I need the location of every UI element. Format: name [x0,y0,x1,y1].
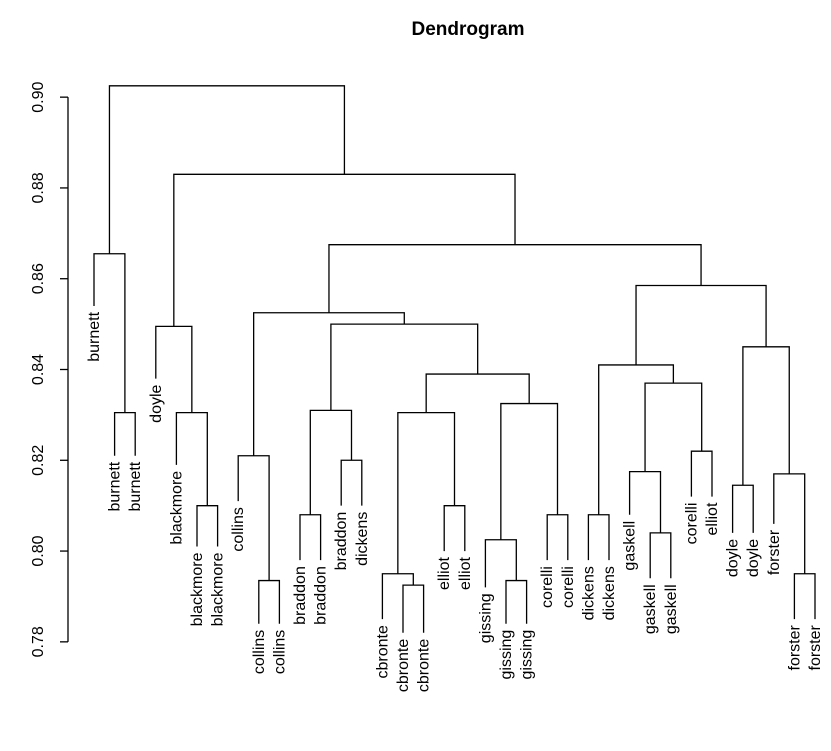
dendrogram-branch [425,373,530,413]
leaf-label: corelli [539,566,556,608]
leaf-label: forster [766,529,783,575]
leaf-label: gaskell [663,584,680,634]
dendrogram-branch [500,402,559,540]
leaf-label: blackmore [189,552,206,626]
dendrogram-branch [690,450,713,497]
dendrogram-branch [628,470,662,533]
leaf-label: collins [251,630,268,674]
y-tick-label: 0.82 [30,445,47,476]
dendrogram-branch [328,244,702,313]
leaf-label: braddon [313,566,330,625]
leaf-label: burnett [127,461,144,511]
dendrogram-links [93,85,816,633]
leaf-label: doyle [745,539,762,577]
leaf-label: elliot [457,557,474,590]
dendrogram-branch [793,573,816,620]
dendrogram-branch [173,173,516,327]
leaf-label: dickens [354,512,371,566]
dendrogram-branch [505,579,528,624]
leaf-label: cbronte [374,625,391,678]
leaf-label: braddon [292,566,309,625]
y-tick-label: 0.84 [30,354,47,385]
leaf-label: elliot [436,557,453,590]
dendrogram-branch [108,85,346,254]
leaf-label: doyle [725,539,742,577]
leaf-label: dickens [580,566,597,620]
leaf-label: elliot [704,502,721,535]
dendrogram-branch [587,514,610,561]
dendrogram-branch [258,579,281,624]
dendrogram-branch [381,573,414,620]
leaf-label: collins [230,507,247,551]
leaf-label: dickens [601,566,618,620]
dendrogram-branch [742,346,790,486]
dendrogram-branch [155,325,193,413]
leaf-label: gaskell [622,521,639,571]
leaf-label: burnett [107,461,124,511]
dendrogram-branch [397,411,456,574]
leaf-label: gissing [498,630,515,680]
leaf-label: gissing [477,593,494,643]
leaf-label: cbronte [416,639,433,692]
y-tick-label: 0.86 [30,263,47,294]
dendrogram-branch [402,584,425,633]
y-tick-label: 0.90 [30,81,47,112]
y-axis: 0.78 0.80 0.82 0.84 0.86 0.88 0.90 [30,81,69,657]
dendrogram-branch [196,505,219,547]
leaf-label: blackmore [210,552,227,626]
chart-title: Dendrogram [412,19,525,40]
dendrogram-branch [309,409,353,515]
dendrogram-branch [635,284,767,365]
leaf-label: doyle [148,384,165,422]
dendrogram-branch [443,505,466,552]
dendrogram-branch [598,364,675,515]
y-tick-label: 0.78 [30,626,47,657]
dendrogram-branch [340,459,363,506]
dendrogram-branch [113,411,136,456]
leaf-label: cbronte [395,639,412,692]
leaf-label: forster [786,624,803,670]
leaf-label: braddon [333,512,350,571]
dendrogram-branch [649,532,672,579]
dendrogram-branch [731,484,754,533]
leaf-label: gaskell [642,584,659,634]
dendrogram-branch [299,514,322,561]
leaf-label: burnett [86,311,103,361]
leaf-label: corelli [560,566,577,608]
dendrogram-branch [253,312,405,456]
dendrogram-branch [484,539,517,588]
leaf-label: forster [807,624,824,670]
leaf-label: corelli [683,503,700,545]
dendrogram-branch [546,514,569,561]
leaf-label: gissing [519,630,536,680]
dendrogram-branch [93,253,126,413]
y-tick-label: 0.88 [30,172,47,203]
y-tick-label: 0.80 [30,535,47,566]
dendrogram-branch [644,382,703,472]
leaf-label: blackmore [168,471,185,545]
dendrogram-branch [330,323,479,411]
leaf-label: collins [271,630,288,674]
